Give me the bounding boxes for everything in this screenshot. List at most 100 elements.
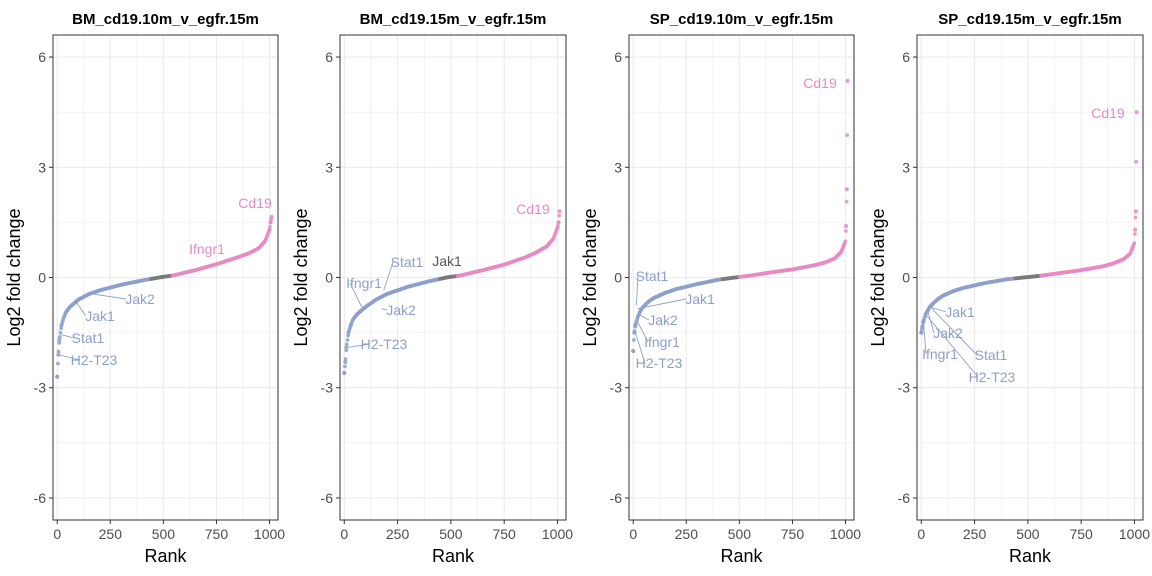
y-tick-label: 6 [902, 49, 910, 65]
data-point [348, 323, 353, 328]
data-points [55, 214, 274, 379]
data-points [631, 78, 850, 354]
y-tick-label: 0 [902, 270, 910, 286]
x-tick-label: 0 [629, 526, 637, 542]
data-point [56, 361, 60, 366]
gene-label-leader [93, 293, 127, 300]
gene-label: Jak2 [648, 312, 678, 328]
gene-label-leader [927, 310, 935, 334]
y-axis-title: Log2 fold change [580, 208, 600, 346]
data-point [1134, 110, 1139, 115]
data-point [1133, 232, 1137, 236]
y-tick-label: -6 [610, 490, 623, 506]
gene-label: H2-T23 [361, 336, 408, 352]
x-tick-label: 500 [728, 526, 752, 542]
data-point [57, 337, 62, 343]
y-tick-label: 6 [614, 49, 622, 65]
data-point [56, 349, 61, 354]
y-tick-label: -6 [34, 490, 47, 506]
y-tick-label: 0 [325, 270, 333, 286]
data-point [59, 323, 64, 328]
data-point [344, 348, 349, 353]
panel-4: Cd19 Jak1 Jak2 Ifngr1 Stat1 H2-T23 0 250 500 750 1… [868, 11, 1150, 566]
y-tick-label: 3 [902, 159, 910, 175]
gene-label-leader [635, 275, 639, 306]
gene-label: Jak2 [386, 302, 416, 318]
gene-label-leader [60, 334, 75, 339]
data-points [919, 110, 1139, 335]
x-tick-label: 1000 [830, 526, 861, 542]
gene-label-leader [349, 282, 364, 311]
gene-label-leader [634, 332, 646, 364]
gene-label: Ifngr1 [922, 346, 958, 362]
data-point [267, 227, 272, 232]
x-tick-label: 250 [963, 526, 987, 542]
y-axis-title: Log2 fold change [4, 208, 24, 346]
data-point [55, 374, 60, 379]
data-point [632, 338, 636, 342]
gene-label-leader [381, 308, 388, 311]
data-point [631, 348, 636, 354]
data-point [58, 330, 63, 335]
x-tick-label: 750 [781, 526, 805, 542]
x-tick-label: 250 [675, 526, 699, 542]
gene-label: Jak1 [85, 308, 115, 324]
y-tick-label: -6 [898, 490, 911, 506]
gene-label-leader [75, 302, 87, 317]
data-point [844, 224, 849, 229]
y-axis-title: Log2 fold change [291, 208, 311, 346]
x-tick-label: 0 [53, 526, 61, 542]
x-tick-label: 1000 [542, 526, 573, 542]
x-axis-title: Rank [432, 546, 475, 566]
gene-label: Cd19 [516, 201, 550, 217]
y-tick-label: 6 [325, 49, 333, 65]
gene-label-leader [925, 313, 979, 378]
data-point [556, 220, 561, 225]
x-axis-title: Rank [1009, 546, 1052, 566]
gene-label: Cd19 [803, 75, 837, 91]
gene-label-leader [383, 261, 394, 291]
data-point [844, 229, 848, 233]
y-tick-label: 0 [614, 270, 622, 286]
y-tick-label: 6 [38, 49, 46, 65]
data-point [557, 213, 562, 218]
x-axis-title: Rank [720, 546, 763, 566]
panel-1: Cd19 Ifngr1 Jak2 Jak1 Stat1 H2-T23 0 250 500 750 1… [4, 11, 285, 566]
gene-label: H2-T23 [969, 369, 1016, 385]
gene-label: H2-T23 [636, 355, 683, 371]
data-point [1133, 227, 1138, 232]
gene-label: Stat1 [975, 347, 1008, 363]
gene-label-leader [58, 354, 81, 361]
data-point [346, 330, 351, 335]
x-tick-label: 500 [1016, 526, 1040, 542]
y-tick-label: 3 [38, 159, 46, 175]
y-tick-label: -3 [898, 380, 911, 396]
x-tick-label: 0 [340, 526, 348, 542]
gene-label-leader [637, 321, 649, 343]
x-tick-label: 500 [439, 526, 463, 542]
gene-label: Stat1 [391, 254, 424, 270]
data-point [57, 335, 62, 339]
gene-label-leader [637, 298, 687, 310]
data-point [845, 133, 850, 138]
y-tick-label: -3 [610, 380, 623, 396]
gene-label-leader [931, 308, 978, 356]
gene-label: Jak1 [685, 291, 715, 307]
data-point [845, 78, 850, 83]
data-point [342, 370, 347, 376]
x-tick-label: 750 [205, 526, 229, 542]
y-tick-label: 0 [38, 270, 46, 286]
y-tick-label: -3 [34, 380, 47, 396]
panel-title: BM_cd19.10m_v_egfr.15m [72, 11, 259, 28]
panel-title: SP_cd19.15m_v_egfr.15m [938, 11, 1121, 28]
data-point [1133, 209, 1138, 214]
data-point [345, 338, 350, 342]
gene-label: Jak2 [125, 291, 155, 307]
gene-label-leader [922, 321, 927, 355]
gene-label: Jak2 [933, 325, 963, 341]
y-tick-label: 3 [325, 159, 333, 175]
panel-title: BM_cd19.15m_v_egfr.15m [360, 11, 547, 28]
data-point [1132, 241, 1137, 246]
